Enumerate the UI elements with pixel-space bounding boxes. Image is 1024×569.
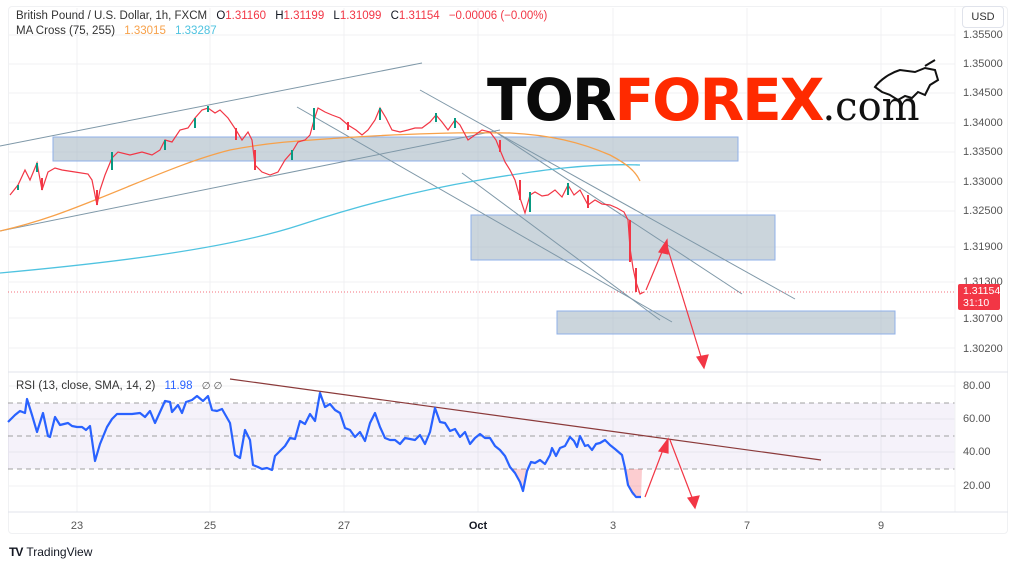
time-tick: 9 <box>877 520 885 532</box>
price-tick: 1.33500 <box>963 146 1003 158</box>
price-tick: 1.32500 <box>963 205 1003 217</box>
tradingview-text: TradingView <box>26 545 93 559</box>
price-tick: 1.33000 <box>963 176 1003 188</box>
time-tick: 3 <box>609 520 617 532</box>
ma-label: MA Cross (75, 255) <box>16 25 116 37</box>
bar-countdown: 31:10 <box>963 297 990 309</box>
chart-frame <box>8 6 1008 534</box>
change-value: −0.00006 (−0.00%) <box>448 10 548 22</box>
torforex-watermark: TORFOREX.com <box>487 70 920 137</box>
rsi-tick: 80.00 <box>963 380 991 392</box>
ma-slow-value: 1.33287 <box>175 25 217 37</box>
time-tick: 7 <box>743 520 751 532</box>
time-tick: 27 <box>337 520 351 532</box>
resistance-zone <box>52 136 739 162</box>
open-label: O <box>216 10 226 22</box>
rsi-legend[interactable]: RSI (13, close, SMA, 14, 2) 11.98 ∅ ∅ <box>16 380 222 392</box>
high-value: 1.31199 <box>283 10 325 22</box>
tradingview-mark-icon: TV <box>9 545 23 559</box>
currency-button[interactable]: USD <box>962 6 1004 28</box>
brand-com: .com <box>822 84 920 130</box>
bull-icon <box>873 59 940 102</box>
price-tick: 1.34500 <box>963 87 1003 99</box>
low-value: 1.31099 <box>339 10 382 22</box>
time-tick: Oct <box>468 520 488 532</box>
price-tick: 1.35000 <box>963 58 1003 70</box>
ma-legend[interactable]: MA Cross (75, 255) 1.33015 1.33287 <box>16 25 223 37</box>
tradingview-logo[interactable]: TV TradingView <box>9 545 92 559</box>
rsi-label: RSI (13, close, SMA, 14, 2) <box>16 380 156 392</box>
price-tick: 1.30200 <box>963 343 1003 355</box>
close-value: 1.31154 <box>398 10 440 22</box>
price-tick: 1.35500 <box>963 29 1003 41</box>
symbol-title: British Pound / U.S. Dollar, 1h, FXCM <box>16 10 208 22</box>
retest-zone <box>470 214 776 261</box>
brand-forex: FOREX <box>614 66 825 134</box>
rsi-tick: 40.00 <box>963 446 991 458</box>
rsi-tick: 20.00 <box>963 480 991 492</box>
rsi-tick: 60.00 <box>963 413 991 425</box>
ma-fast-value: 1.33015 <box>124 25 166 37</box>
close-label: C <box>390 10 399 22</box>
rsi-na-icon: ∅ <box>201 381 211 392</box>
current-price: 1.31154 <box>963 285 1001 297</box>
low-label: L <box>333 10 340 22</box>
price-tick: 1.31900 <box>963 241 1003 253</box>
rsi-na-icon: ∅ <box>213 381 223 392</box>
current-price-tag: 1.31154 31:10 <box>958 284 1000 310</box>
rsi-value: 11.98 <box>164 380 193 392</box>
brand-tor: TOR <box>487 66 617 134</box>
price-tick: 1.34000 <box>963 117 1003 129</box>
open-value: 1.31160 <box>225 10 266 22</box>
time-tick: 23 <box>70 520 84 532</box>
symbol-legend[interactable]: British Pound / U.S. Dollar, 1h, FXCM O1… <box>16 10 547 22</box>
time-tick: 25 <box>203 520 217 532</box>
target-zone <box>556 310 896 335</box>
price-tick: 1.30700 <box>963 313 1003 325</box>
high-label: H <box>275 10 284 22</box>
